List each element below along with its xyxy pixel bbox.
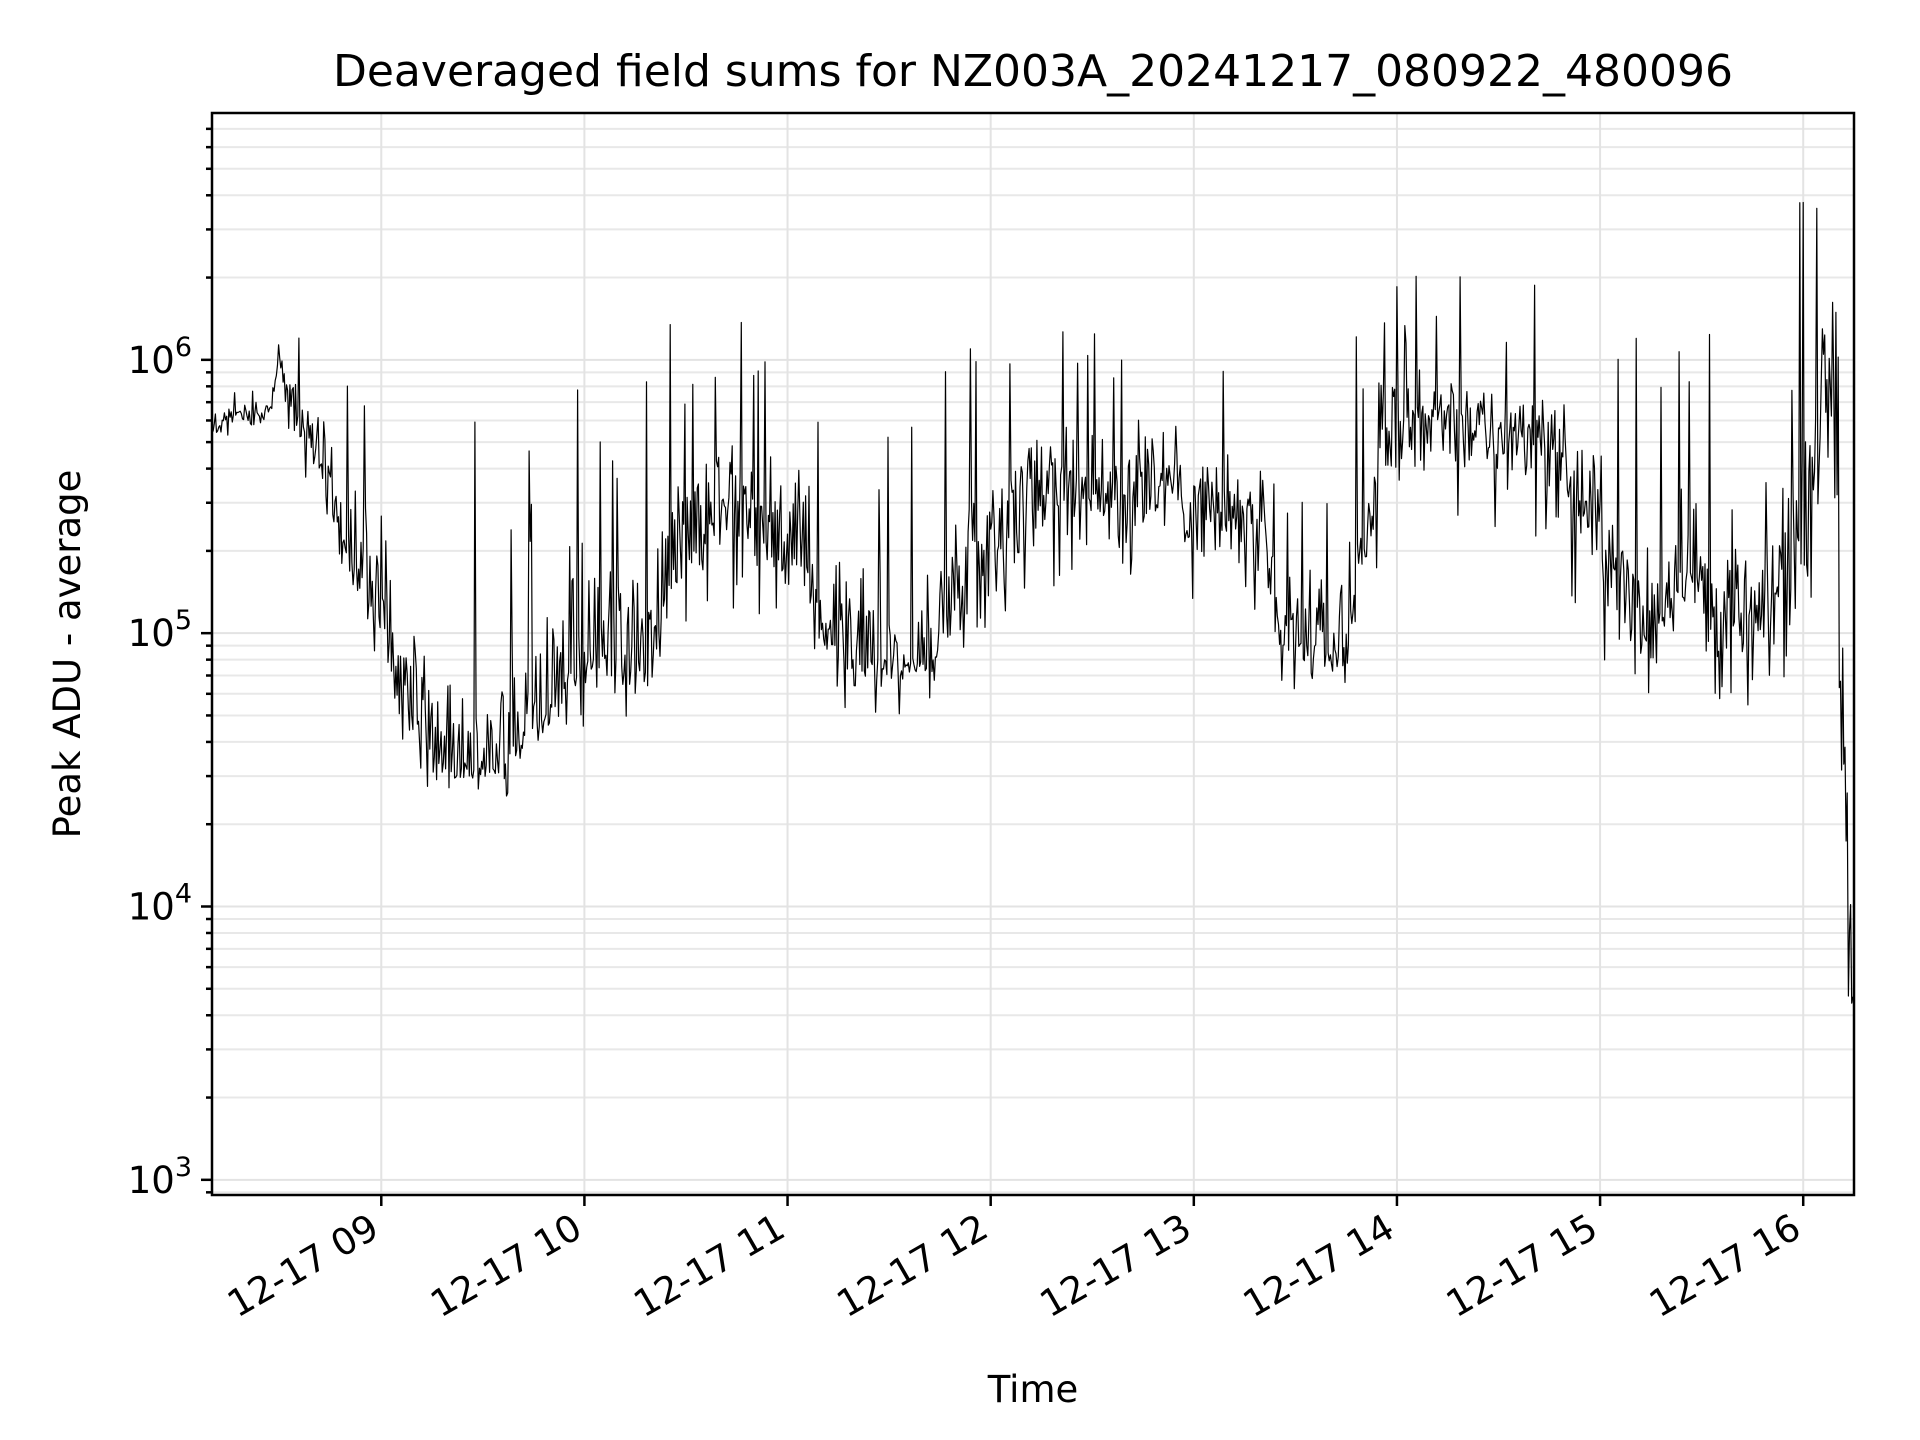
series-line (211, 201, 1854, 1004)
y-tick-label: 104 (128, 878, 192, 928)
x-axis-label: Time (987, 1368, 1079, 1411)
chart-title: Deaveraged field sums for NZ003A_2024121… (333, 46, 1733, 97)
y-tick-label: 106 (128, 332, 192, 382)
series-layer (211, 201, 1854, 1004)
y-tick-label: 105 (128, 605, 192, 655)
y-tick-label: 103 (128, 1152, 192, 1202)
y-axis-label: Peak ADU - average (46, 470, 89, 839)
grid (212, 113, 1854, 1195)
plot-frame (210, 111, 1856, 1197)
y-axis: 103 104 105 106 (128, 127, 212, 1202)
